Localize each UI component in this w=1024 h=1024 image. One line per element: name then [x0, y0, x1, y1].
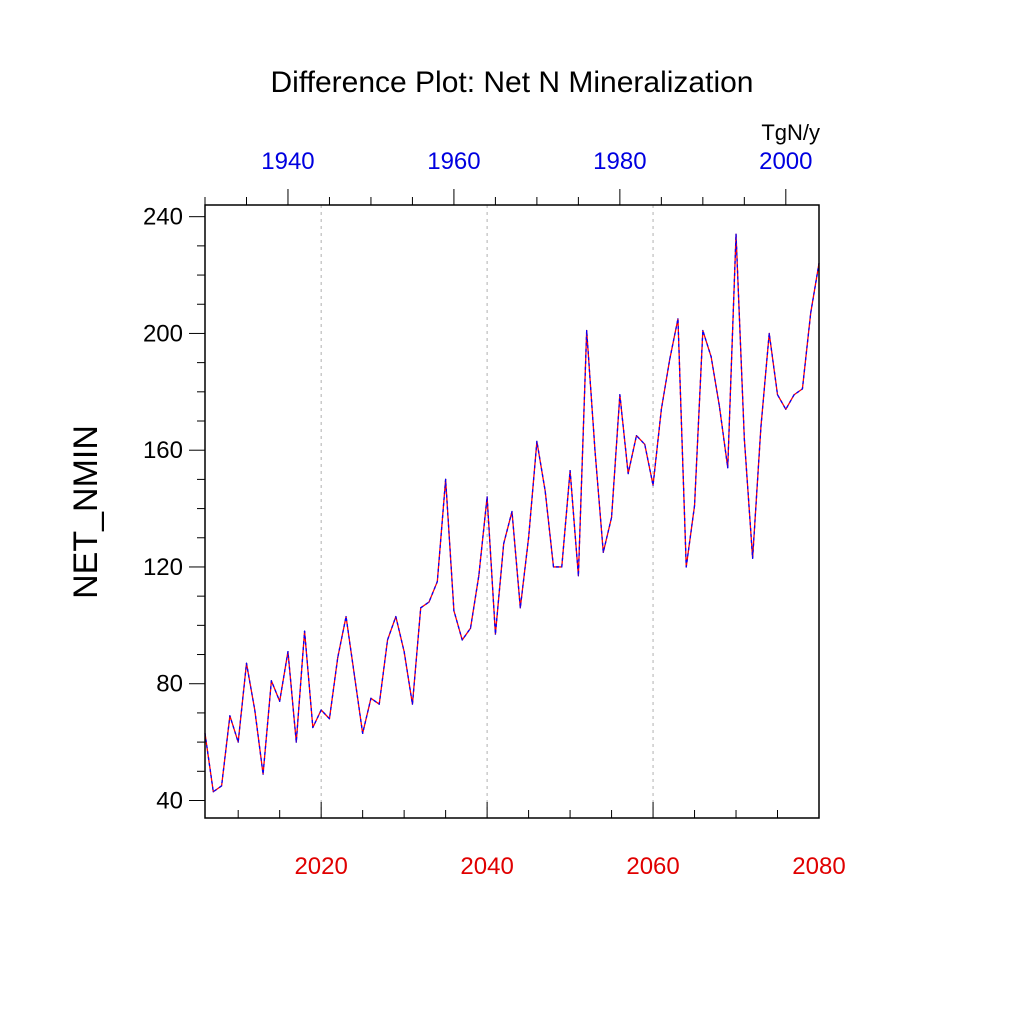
data-point: [544, 490, 546, 492]
data-point: [627, 472, 629, 475]
data-point: [619, 394, 621, 396]
data-point: [345, 615, 347, 618]
gridlines: [320, 205, 654, 818]
data-point: [312, 726, 314, 729]
data-point: [569, 470, 571, 472]
data-point: [561, 566, 563, 568]
bottom-tick-label: 2080: [792, 853, 845, 880]
y-tick-label: 160: [143, 437, 183, 464]
data-point: [362, 732, 364, 734]
data-point: [229, 715, 231, 717]
data-point: [353, 674, 355, 676]
bottom-tick-label: 2060: [626, 853, 679, 880]
data-point: [735, 233, 737, 235]
data-point: [478, 575, 480, 577]
data-point: [212, 791, 214, 793]
data-point: [262, 773, 264, 775]
data-point: [586, 329, 588, 332]
data-point: [378, 703, 380, 705]
series-line-dashed: [204, 233, 820, 793]
data-point: [685, 566, 687, 568]
y-tick-label: 40: [156, 787, 183, 814]
data-point: [776, 394, 779, 396]
data-point: [702, 329, 704, 332]
y-tick-label: 240: [143, 204, 183, 231]
y-axis-label: NET_NMIN: [67, 425, 105, 599]
data-point: [453, 610, 455, 612]
data-point: [237, 741, 239, 743]
bottom-tick-label: 2020: [294, 853, 347, 880]
data-point: [370, 697, 372, 699]
top-tick-label: 1960: [427, 148, 480, 175]
data-point: [785, 408, 787, 410]
data-point: [669, 359, 671, 361]
data-point: [220, 785, 223, 787]
data-point: [303, 630, 306, 632]
data-point: [801, 388, 804, 390]
data-point: [428, 601, 430, 603]
top-tick-label: 1940: [261, 148, 314, 175]
data-point: [660, 408, 662, 410]
data-point: [610, 516, 613, 518]
data-point: [436, 580, 438, 583]
data-point: [386, 639, 389, 641]
y-tick-label: 200: [143, 320, 183, 347]
y-tick-labels: 40 80 120 160 200 240: [143, 204, 183, 815]
data-point: [469, 627, 472, 629]
data-point: [710, 356, 712, 358]
data-point: [411, 703, 414, 705]
data-point: [768, 332, 770, 335]
data-point: [644, 443, 646, 445]
data-point: [320, 709, 322, 711]
data-point: [594, 449, 596, 451]
data-point: [577, 575, 579, 577]
top-tick-labels: 1940 1960 1980 2000: [261, 148, 812, 175]
data-point: [279, 700, 281, 702]
data-point: [635, 435, 638, 437]
series-lines: [204, 233, 820, 793]
data-point: [287, 651, 289, 653]
data-point: [519, 607, 521, 609]
data-point: [486, 496, 488, 498]
axis-ticks: [189, 189, 820, 818]
data-point: [254, 709, 256, 711]
data-point: [328, 718, 331, 720]
data-point: [494, 633, 497, 635]
data-point: [693, 505, 696, 507]
data-point: [527, 537, 530, 539]
data-point: [395, 615, 397, 618]
data-point: [270, 680, 272, 682]
data-point: [602, 551, 604, 553]
data-point: [337, 656, 339, 659]
y-tick-label: 80: [156, 671, 183, 698]
data-point: [245, 662, 248, 664]
data-point: [445, 478, 447, 480]
data-point: [511, 510, 513, 513]
data-point: [552, 566, 555, 568]
data-point: [503, 543, 505, 545]
data-point: [793, 394, 795, 396]
top-tick-label: 2000: [759, 148, 812, 175]
data-point: [718, 405, 721, 408]
bottom-tick-label: 2040: [460, 853, 513, 880]
top-tick-label: 1980: [593, 148, 646, 175]
data-point: [743, 437, 745, 440]
units-label: TgN/y: [761, 120, 820, 145]
data-point: [752, 557, 754, 559]
data-point: [810, 312, 812, 314]
data-point: [461, 639, 463, 641]
data-point: [727, 467, 729, 469]
data-point: [760, 426, 762, 428]
data-point: [652, 484, 654, 486]
plot-frame: [204, 204, 820, 819]
data-point: [677, 318, 679, 320]
data-point: [536, 440, 538, 443]
data-point: [295, 741, 297, 743]
data-point: [403, 651, 405, 653]
chart-title: Difference Plot: Net N Mineralization: [271, 66, 754, 99]
y-tick-label: 120: [143, 554, 183, 581]
bottom-tick-labels: 2020 2040 2060 2080: [294, 853, 845, 880]
data-point: [420, 607, 422, 609]
